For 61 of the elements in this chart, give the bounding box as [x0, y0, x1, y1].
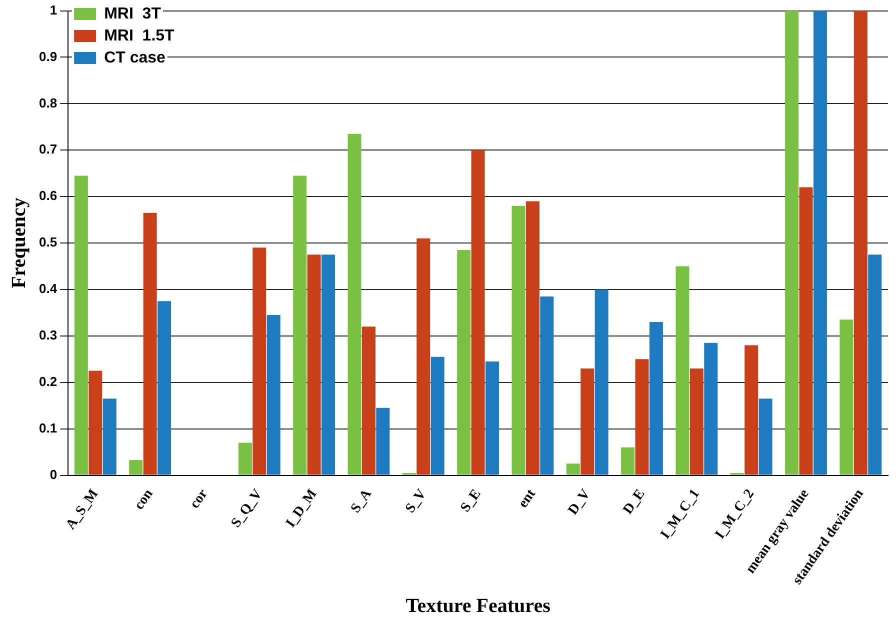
bar: [266, 315, 280, 475]
bar: [102, 398, 116, 475]
x-tick-label: S_E: [458, 486, 484, 516]
legend-label: MRI 1.5T: [104, 27, 175, 44]
bar: [758, 398, 772, 475]
bar: [566, 464, 580, 475]
bar: [621, 447, 635, 475]
bar: [471, 150, 485, 475]
bar: [840, 320, 854, 475]
bar: [293, 176, 307, 475]
bar: [158, 301, 172, 475]
x-tick-label: con: [132, 486, 156, 513]
x-tick-label: cor: [188, 486, 211, 512]
bar: [580, 368, 594, 475]
bar: [322, 254, 336, 475]
bar: [143, 212, 157, 475]
y-tick-label: 0.5: [38, 234, 58, 250]
bar: [744, 345, 758, 475]
bar: [704, 342, 718, 475]
y-tick-label: 0.7: [38, 142, 58, 157]
y-tick-label: 0: [50, 466, 58, 482]
bar: [307, 254, 321, 475]
x-axis-title: Texture Features: [406, 595, 551, 618]
y-tick-label: 0.1: [38, 420, 58, 436]
bar: [129, 460, 143, 475]
y-tick-label: 0.3: [38, 328, 58, 343]
bar: [785, 10, 799, 475]
y-tick-label: 0.4: [38, 281, 58, 296]
legend-label: CT case: [104, 49, 166, 66]
bar: [348, 134, 362, 475]
y-tick-label: 1: [50, 2, 58, 18]
bar: [74, 176, 88, 475]
bar: [430, 356, 444, 475]
bar: [635, 359, 649, 475]
bar: [854, 10, 868, 475]
bar: [868, 254, 882, 475]
bar: [813, 10, 827, 475]
bar: [252, 248, 266, 475]
x-tick-label: S_A: [348, 486, 376, 516]
bar: [526, 201, 540, 475]
bar: [676, 266, 690, 475]
x-tick-label: ent: [516, 486, 540, 511]
bar: [799, 187, 813, 475]
bar: [362, 326, 376, 475]
y-axis-title: Frequency: [8, 198, 30, 288]
bar: [485, 361, 499, 475]
bar: [416, 238, 430, 475]
bar: [238, 442, 252, 475]
bar: [649, 322, 663, 475]
bar: [540, 296, 554, 475]
bar: [376, 408, 390, 475]
y-tick-label: 0.9: [38, 48, 58, 64]
y-tick-label: 0.6: [38, 188, 58, 204]
y-tick-label: 0.2: [38, 374, 58, 389]
bar: [457, 250, 471, 475]
y-tick-label: 0.8: [38, 95, 58, 110]
bar: [88, 370, 102, 475]
bar: [512, 206, 526, 475]
legend-label: MRI 3T: [104, 5, 162, 22]
bar: [594, 289, 608, 475]
bar: [690, 368, 704, 475]
